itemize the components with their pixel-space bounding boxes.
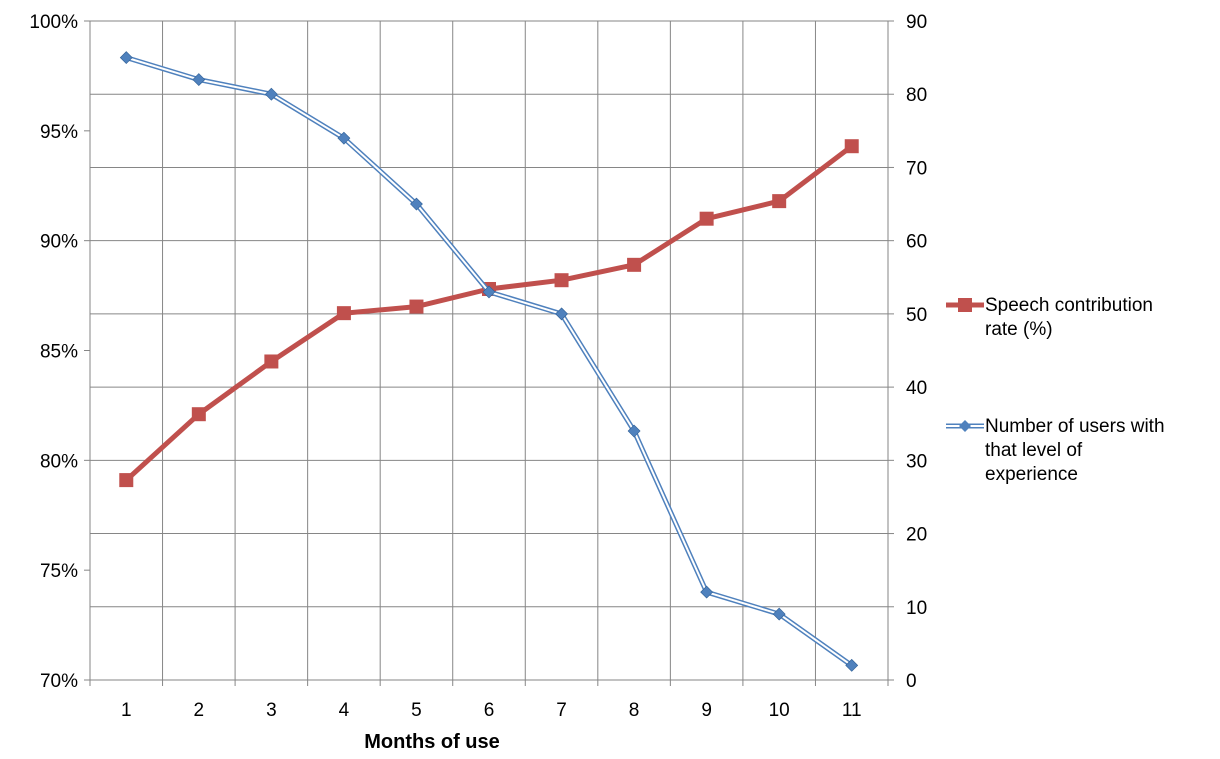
legend-marker-users (959, 420, 971, 432)
users-point (482, 285, 496, 299)
left-tick-label: 95% (40, 122, 78, 143)
left-tick-label: 75% (40, 561, 78, 582)
legend-label: experience (985, 464, 1078, 485)
users-point (264, 87, 278, 101)
right-tick-label: 70 (906, 158, 927, 179)
x-tick-label: 10 (769, 700, 790, 721)
users-point (627, 424, 641, 438)
speech-point (336, 306, 351, 321)
users-point (337, 131, 351, 145)
legend-label: Speech contribution (985, 295, 1153, 316)
left-tick-label: 85% (40, 342, 78, 363)
x-tick-label: 2 (194, 700, 205, 721)
right-tick-label: 30 (906, 451, 927, 472)
x-tick-label: 11 (842, 700, 862, 721)
users-point (700, 585, 714, 599)
right-tick-label: 40 (906, 378, 927, 399)
legend-label: that level of (985, 440, 1083, 461)
speech-point (699, 211, 714, 226)
right-tick-label: 10 (906, 598, 927, 619)
x-axis-title: Months of use (364, 731, 500, 753)
users-point (772, 607, 786, 621)
x-tick-label: 6 (484, 700, 495, 721)
right-tick-label: 80 (906, 85, 927, 106)
speech-point (191, 407, 206, 422)
speech-point (627, 257, 642, 272)
plot-area (90, 21, 888, 680)
users-point (410, 197, 423, 211)
speech-point (844, 139, 859, 154)
legend-label: Number of users with (985, 416, 1165, 437)
right-tick-label: 50 (906, 305, 927, 326)
right-tick-label: 20 (906, 525, 927, 546)
x-tick-label: 5 (411, 700, 422, 721)
speech-point (264, 354, 279, 369)
x-tick-label: 3 (266, 700, 277, 721)
speech-point (409, 299, 424, 314)
users-point (845, 658, 859, 672)
users-point (192, 73, 206, 87)
right-tick-label: 60 (906, 232, 927, 253)
legend-label: rate (%) (985, 319, 1053, 340)
users-point (555, 307, 568, 321)
users-point (119, 51, 133, 65)
x-tick-label: 8 (629, 700, 640, 721)
left-tick-label: 100% (29, 12, 78, 33)
x-tick-label: 7 (556, 700, 567, 721)
speech-point (554, 273, 569, 288)
x-tick-label: 4 (339, 700, 350, 721)
right-tick-label: 90 (906, 12, 927, 33)
right-tick-label: 0 (906, 671, 917, 692)
speech-point (119, 473, 134, 488)
left-tick-label: 80% (40, 451, 78, 472)
speech-point (772, 194, 787, 209)
x-tick-label: 1 (121, 700, 132, 721)
x-tick-label: 9 (701, 700, 712, 721)
left-tick-label: 70% (40, 671, 78, 692)
left-tick-label: 90% (40, 232, 78, 253)
legend-marker-speech (958, 298, 972, 312)
